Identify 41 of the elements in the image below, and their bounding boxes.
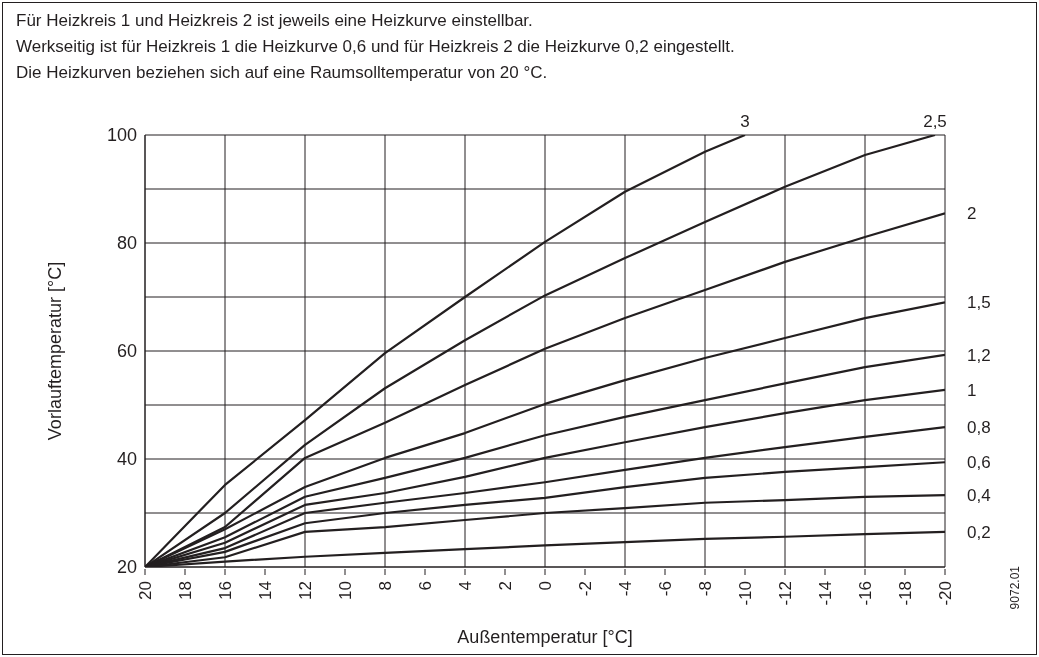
- x-tick-label: -20: [936, 581, 955, 606]
- x-tick-label: 16: [216, 581, 235, 600]
- y-tick-label: 20: [116, 557, 137, 578]
- x-tick-label: -16: [856, 581, 875, 606]
- y-tick-label: 100: [106, 125, 137, 146]
- y-tick-label: 40: [116, 449, 137, 470]
- series-label: 1,5: [967, 293, 991, 313]
- x-tick-label: -14: [816, 581, 835, 606]
- series-label: 0,4: [967, 486, 991, 506]
- y-tick-label: 80: [116, 233, 137, 254]
- x-tick-label: 12: [296, 581, 315, 600]
- x-tick-label: 10: [336, 581, 355, 600]
- x-tick-label: -2: [576, 581, 595, 597]
- y-tick-label: 60: [116, 341, 137, 362]
- x-tick-label: -18: [896, 581, 915, 606]
- series-label: 0,6: [967, 453, 991, 473]
- text: 9072.01: [1008, 566, 1022, 610]
- series-label: 0,8: [967, 418, 991, 438]
- x-tick-label: -10: [736, 581, 755, 606]
- x-axis-title: Außentemperatur [°C]: [457, 627, 633, 647]
- series-label: 2: [967, 204, 977, 224]
- x-tick-label: -12: [776, 581, 795, 606]
- x-tick-label: 0: [536, 581, 555, 591]
- series-label: 3: [740, 112, 750, 131]
- y-axis-title: Vorlauftemperatur [°C]: [45, 261, 66, 441]
- x-tick-label: 14: [256, 581, 275, 600]
- x-tick-label: -6: [656, 581, 675, 597]
- chart-subtitle: Werkseitig ist für Heizkreis 1 die Heizkurve 0,6 und für Heizkreis 2 die Heizkurve 0,2 eingestellt. Die Heizkurven beziehen sich auf eine Raumsolltemperatur von 20 °C.: [16, 36, 735, 84]
- series-label: 1: [967, 380, 977, 400]
- series-label: 0,2: [967, 522, 991, 542]
- series-label: 1,2: [967, 345, 991, 365]
- x-tick-label: 8: [376, 581, 395, 591]
- x-tick-label: -4: [616, 581, 635, 597]
- x-tick-label: 2: [496, 581, 515, 591]
- x-tick-label: 6: [416, 581, 435, 591]
- x-tick-label: 4: [456, 581, 475, 591]
- x-tick-label: -8: [696, 581, 715, 597]
- x-tick-label: 20: [136, 581, 155, 600]
- series-label: 2,5: [923, 112, 947, 131]
- x-tick-label: 18: [176, 581, 195, 600]
- chart-title: Für Heizkreis 1 und Heizkreis 2 ist jeweils eine Heizkurve einstellbar.: [16, 10, 534, 32]
